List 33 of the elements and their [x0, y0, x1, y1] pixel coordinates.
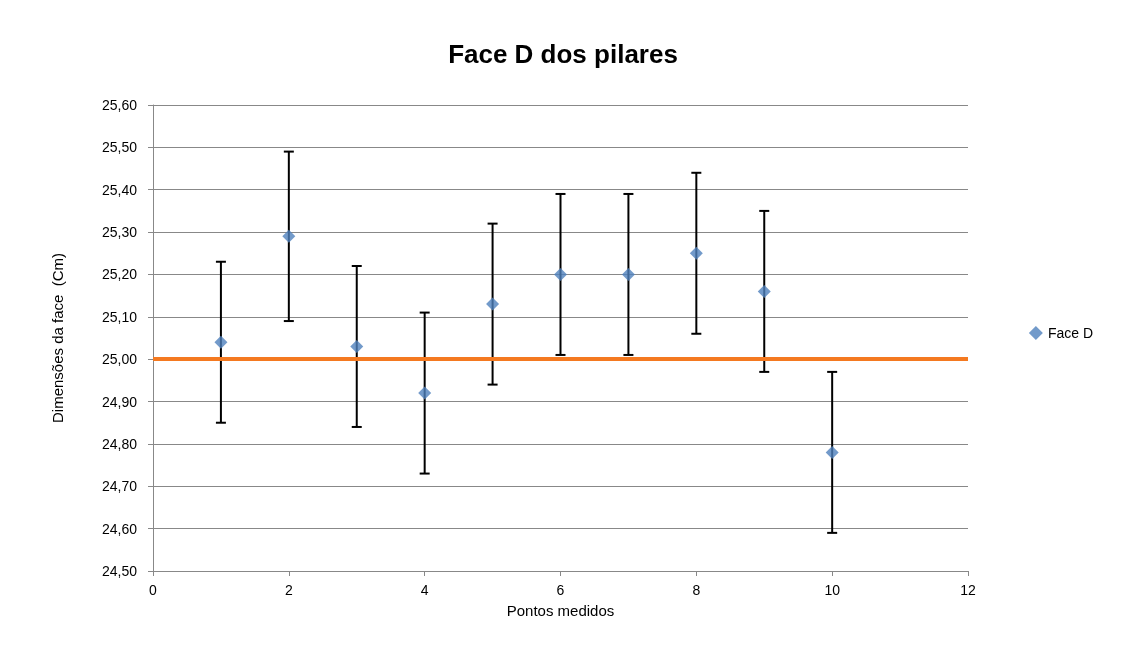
y-tick-label: 24,90: [101, 393, 138, 410]
point: [214, 335, 228, 349]
y-axis-title: Dimensões da face (Cm): [49, 252, 66, 424]
point: [486, 297, 500, 311]
point: [621, 267, 635, 281]
x-axis-title: Pontos medidos: [506, 602, 615, 619]
y-tick-label: 24,70: [101, 478, 138, 495]
point: [554, 267, 567, 281]
y-tick-label: 24,60: [101, 520, 138, 537]
y-tick-label: 24,80: [101, 435, 138, 452]
y-tick-label: 25,00: [101, 351, 138, 368]
x-tick-label: 6: [556, 582, 565, 598]
x-tick-label: 10: [824, 582, 841, 598]
point: [825, 445, 839, 459]
chart-title: Face D dos pilares: [448, 39, 678, 69]
x-tick-label: 0: [149, 582, 158, 598]
point: [418, 386, 432, 400]
y-tick-label: 25,40: [101, 181, 138, 198]
point: [282, 229, 296, 243]
x-tick-label: 12: [960, 582, 976, 598]
x-tick-label: 2: [284, 582, 293, 598]
point: [350, 339, 364, 353]
y-tick-label: 25,30: [101, 224, 138, 241]
point: [689, 246, 703, 260]
y-tick-label: 25,50: [101, 139, 138, 156]
y-tick-label: 25,20: [101, 266, 138, 283]
x-tick-label: 8: [692, 582, 701, 598]
y-tick-label: 25,60: [101, 97, 138, 113]
point: [757, 284, 771, 298]
legend-label: Face D: [1047, 325, 1093, 341]
y-tick-label: 25,10: [101, 308, 138, 325]
y-tick-label: 24,50: [101, 563, 138, 579]
x-tick-label: 4: [420, 582, 429, 598]
